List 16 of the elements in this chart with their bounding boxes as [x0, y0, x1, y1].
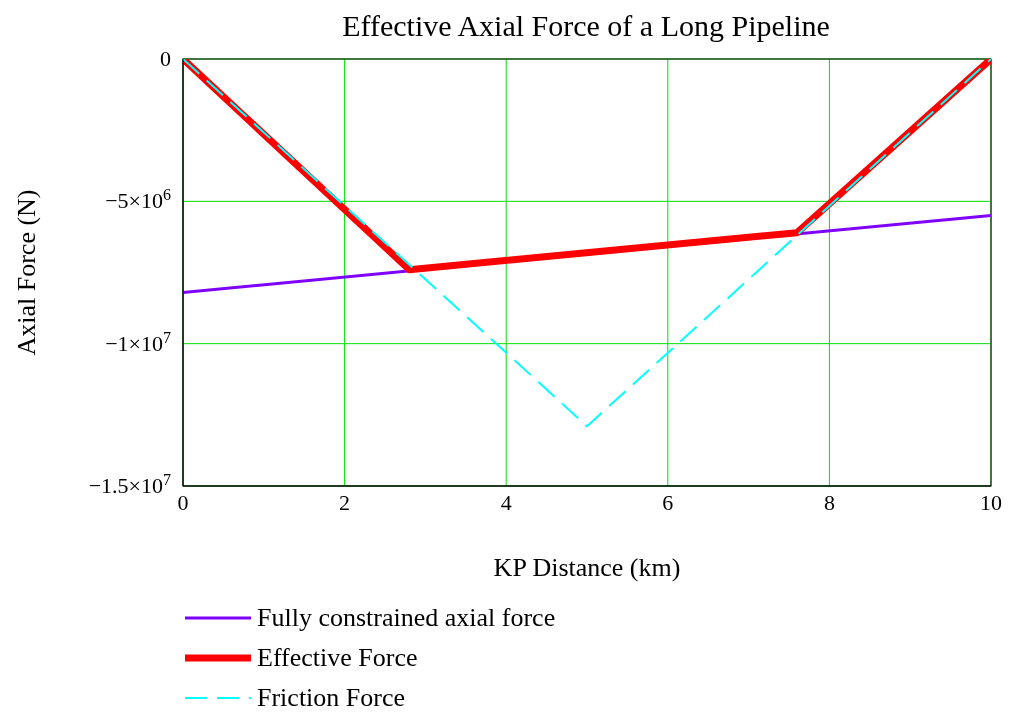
x-tick-label: 10 [980, 489, 1002, 515]
x-tick-label: 4 [500, 489, 512, 515]
x-tick-label: 6 [662, 489, 674, 515]
x-axis-title: KP Distance (km) [493, 553, 681, 582]
y-tick-label: −1×10$^{7}$ [105, 328, 171, 356]
legend-label: Fully constrained axial force [257, 603, 556, 633]
x-tick-label: 0 [177, 489, 189, 515]
y-axis-title: Axial Force (N) [12, 189, 42, 356]
x-tick-label: 2 [339, 489, 351, 515]
y-tick-label: 0 [160, 46, 171, 71]
x-tick-label: 8 [823, 489, 835, 515]
chart-title: Effective Axial Force of a Long Pipeline [341, 8, 831, 44]
legend-label: Effective Force [257, 643, 418, 673]
y-tick-label: −1.5×10$^{7}$ [88, 470, 171, 498]
legend-label: Friction Force [257, 683, 406, 713]
y-tick-label: −5×10$^{6}$ [105, 185, 171, 214]
